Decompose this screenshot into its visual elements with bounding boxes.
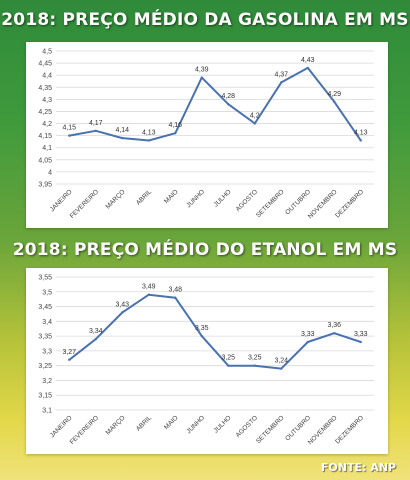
ethanol-x-tick-label: JULHO <box>213 414 233 434</box>
ethanol-data-point <box>306 340 309 344</box>
ethanol-data-label: 3,25 <box>221 355 235 362</box>
gasoline-x-tick-label: AGOSTO <box>235 188 260 213</box>
gasoline-y-tick-label: 4 <box>48 169 52 176</box>
gasoline-x-tick-label: JANEIRO <box>49 188 74 213</box>
ethanol-y-tick-label: 3,1 <box>42 408 52 415</box>
gasoline-x-tick-label: OUTUBRO <box>284 188 312 216</box>
ethanol-data-label: 3,35 <box>195 325 209 332</box>
gasoline-data-point <box>280 81 283 84</box>
gasoline-data-point <box>94 129 97 132</box>
gasoline-data-point <box>200 76 203 79</box>
gasoline-chart-title: 2018: PREÇO MÉDIO DA GASOLINA EM MS <box>1 10 409 30</box>
gasoline-x-tick-label: MARÇO <box>105 188 127 210</box>
ethanol-data-point <box>227 364 230 367</box>
ethanol-x-tick-label: OUTUBRO <box>284 414 312 442</box>
gasoline-data-point <box>333 100 336 103</box>
gasoline-data-point <box>121 136 124 140</box>
ethanol-data-label: 3,27 <box>62 349 76 356</box>
gasoline-data-label: 4,43 <box>301 57 315 64</box>
gasoline-y-tick-label: 4,4 <box>42 73 52 80</box>
gasoline-data-label: 4,37 <box>274 71 288 78</box>
ethanol-data-label: 3,34 <box>89 328 103 335</box>
ethanol-data-label: 3,25 <box>248 355 262 362</box>
ethanol-data-label: 3,33 <box>301 331 315 338</box>
gasoline-data-point <box>147 139 150 142</box>
ethanol-y-tick-label: 3,35 <box>38 334 52 341</box>
gasoline-data-label: 4,13 <box>354 129 368 136</box>
gasoline-y-tick-label: 4,5 <box>42 49 52 56</box>
ethanol-chart-title: 2018: PREÇO MÉDIO DO ETANOL EM MS <box>12 240 398 260</box>
ethanol-x-tick-label: ABRIL <box>135 414 154 433</box>
gasoline-data-label: 4,14 <box>115 127 129 134</box>
ethanol-data-point <box>174 296 177 299</box>
ethanol-x-tick-label: JANEIRO <box>49 414 74 439</box>
ethanol-x-tick-label: DEZEMBRO <box>334 414 365 445</box>
gasoline-y-tick-label: 4,3 <box>42 97 52 104</box>
gasoline-y-tick-label: 4,45 <box>38 61 52 68</box>
ethanol-data-point <box>253 364 256 367</box>
gasoline-y-tick-label: 4,15 <box>38 133 52 140</box>
ethanol-data-point <box>68 358 71 361</box>
gasoline-data-point <box>227 103 230 106</box>
ethanol-data-point <box>200 334 203 338</box>
gasoline-y-tick-label: 4,25 <box>38 109 52 116</box>
ethanol-data-point <box>333 331 336 335</box>
gasoline-data-label: 4,2 <box>250 113 260 120</box>
ethanol-data-label: 3,24 <box>274 358 288 365</box>
ethanol-y-tick-label: 3,25 <box>38 363 52 370</box>
ethanol-x-tick-label: AGOSTO <box>235 414 260 439</box>
ethanol-series-line <box>68 293 362 370</box>
gasoline-y-tick-label: 4,1 <box>42 145 52 152</box>
ethanol-x-tick-label: SETEMBRO <box>255 414 286 445</box>
gasoline-chart-plot: 3,95 4 4,05 4,1 4,15 4,2 4,25 4,3 4,35 4,4 4,45 4,5… <box>38 49 374 220</box>
gasoline-data-point <box>253 122 256 125</box>
ethanol-data-label: 3,43 <box>115 301 129 308</box>
ethanol-data-point <box>121 311 124 314</box>
ethanol-data-point <box>94 337 97 341</box>
gasoline-x-tick-label: DEZEMBRO <box>334 188 365 219</box>
ethanol-y-tick-label: 3,5 <box>42 289 52 296</box>
ethanol-x-tick-label: JUNHO <box>185 414 206 435</box>
gasoline-data-label: 4,39 <box>195 67 209 74</box>
gasoline-data-point <box>174 132 177 135</box>
gasoline-x-tick-label: ABRIL <box>135 188 154 207</box>
ethanol-data-point <box>280 367 283 370</box>
source-note: FONTE: ANP <box>320 461 396 474</box>
gasoline-data-point <box>359 139 362 142</box>
ethanol-data-label: 3,49 <box>142 284 156 291</box>
ethanol-y-tick-label: 3,2 <box>42 378 52 385</box>
gasoline-y-tick-label: 4,05 <box>38 157 52 164</box>
gasoline-data-label: 4,29 <box>327 91 341 98</box>
ethanol-y-tick-label: 3,4 <box>42 319 52 326</box>
gasoline-data-label: 4,16 <box>168 122 182 129</box>
ethanol-data-label: 3,48 <box>168 287 182 294</box>
ethanol-x-tick-label: MARÇO <box>105 414 127 436</box>
gasoline-data-point <box>306 66 309 70</box>
gasoline-y-tick-label: 4,35 <box>38 85 52 92</box>
gasoline-x-tick-label: MAIO <box>163 188 180 205</box>
gasoline-series-line <box>69 66 362 142</box>
ethanol-data-label: 3,36 <box>327 322 341 329</box>
gasoline-chart: 3,95 4 4,05 4,1 4,15 4,2 4,25 4,3 4,35 4,4 4,45 4,5… <box>26 42 388 228</box>
gasoline-x-tick-label: SETEMBRO <box>255 188 286 219</box>
gasoline-y-tick-label: 4,2 <box>42 121 52 128</box>
gasoline-data-label: 4,28 <box>221 93 235 100</box>
gasoline-x-tick-label: JULHO <box>213 188 233 208</box>
ethanol-y-tick-label: 3,55 <box>38 275 52 282</box>
gasoline-y-tick-label: 3,95 <box>38 182 52 189</box>
ethanol-y-tick-label: 3,45 <box>38 304 52 311</box>
gasoline-data-label: 4,13 <box>142 129 156 136</box>
ethanol-chart-plot: 3,1 3,15 3,2 3,25 3,3 3,35 3,4 3,45 3,5 3,55 3,27 3… <box>38 275 374 446</box>
ethanol-chart: 3,1 3,15 3,2 3,25 3,3 3,35 3,4 3,45 3,5 3,55 3,27 3… <box>26 268 388 454</box>
ethanol-x-tick-label: MAIO <box>163 414 180 431</box>
gasoline-data-point <box>68 134 71 137</box>
ethanol-y-tick-label: 3,3 <box>42 348 52 355</box>
ethanol-data-point <box>147 293 150 296</box>
ethanol-data-point <box>359 340 362 344</box>
gasoline-data-label: 4,15 <box>62 125 76 132</box>
gasoline-x-tick-label: JUNHO <box>185 188 206 209</box>
ethanol-y-tick-label: 3,15 <box>38 393 52 400</box>
ethanol-data-label: 3,33 <box>354 331 368 338</box>
gasoline-data-label: 4,17 <box>89 120 103 127</box>
